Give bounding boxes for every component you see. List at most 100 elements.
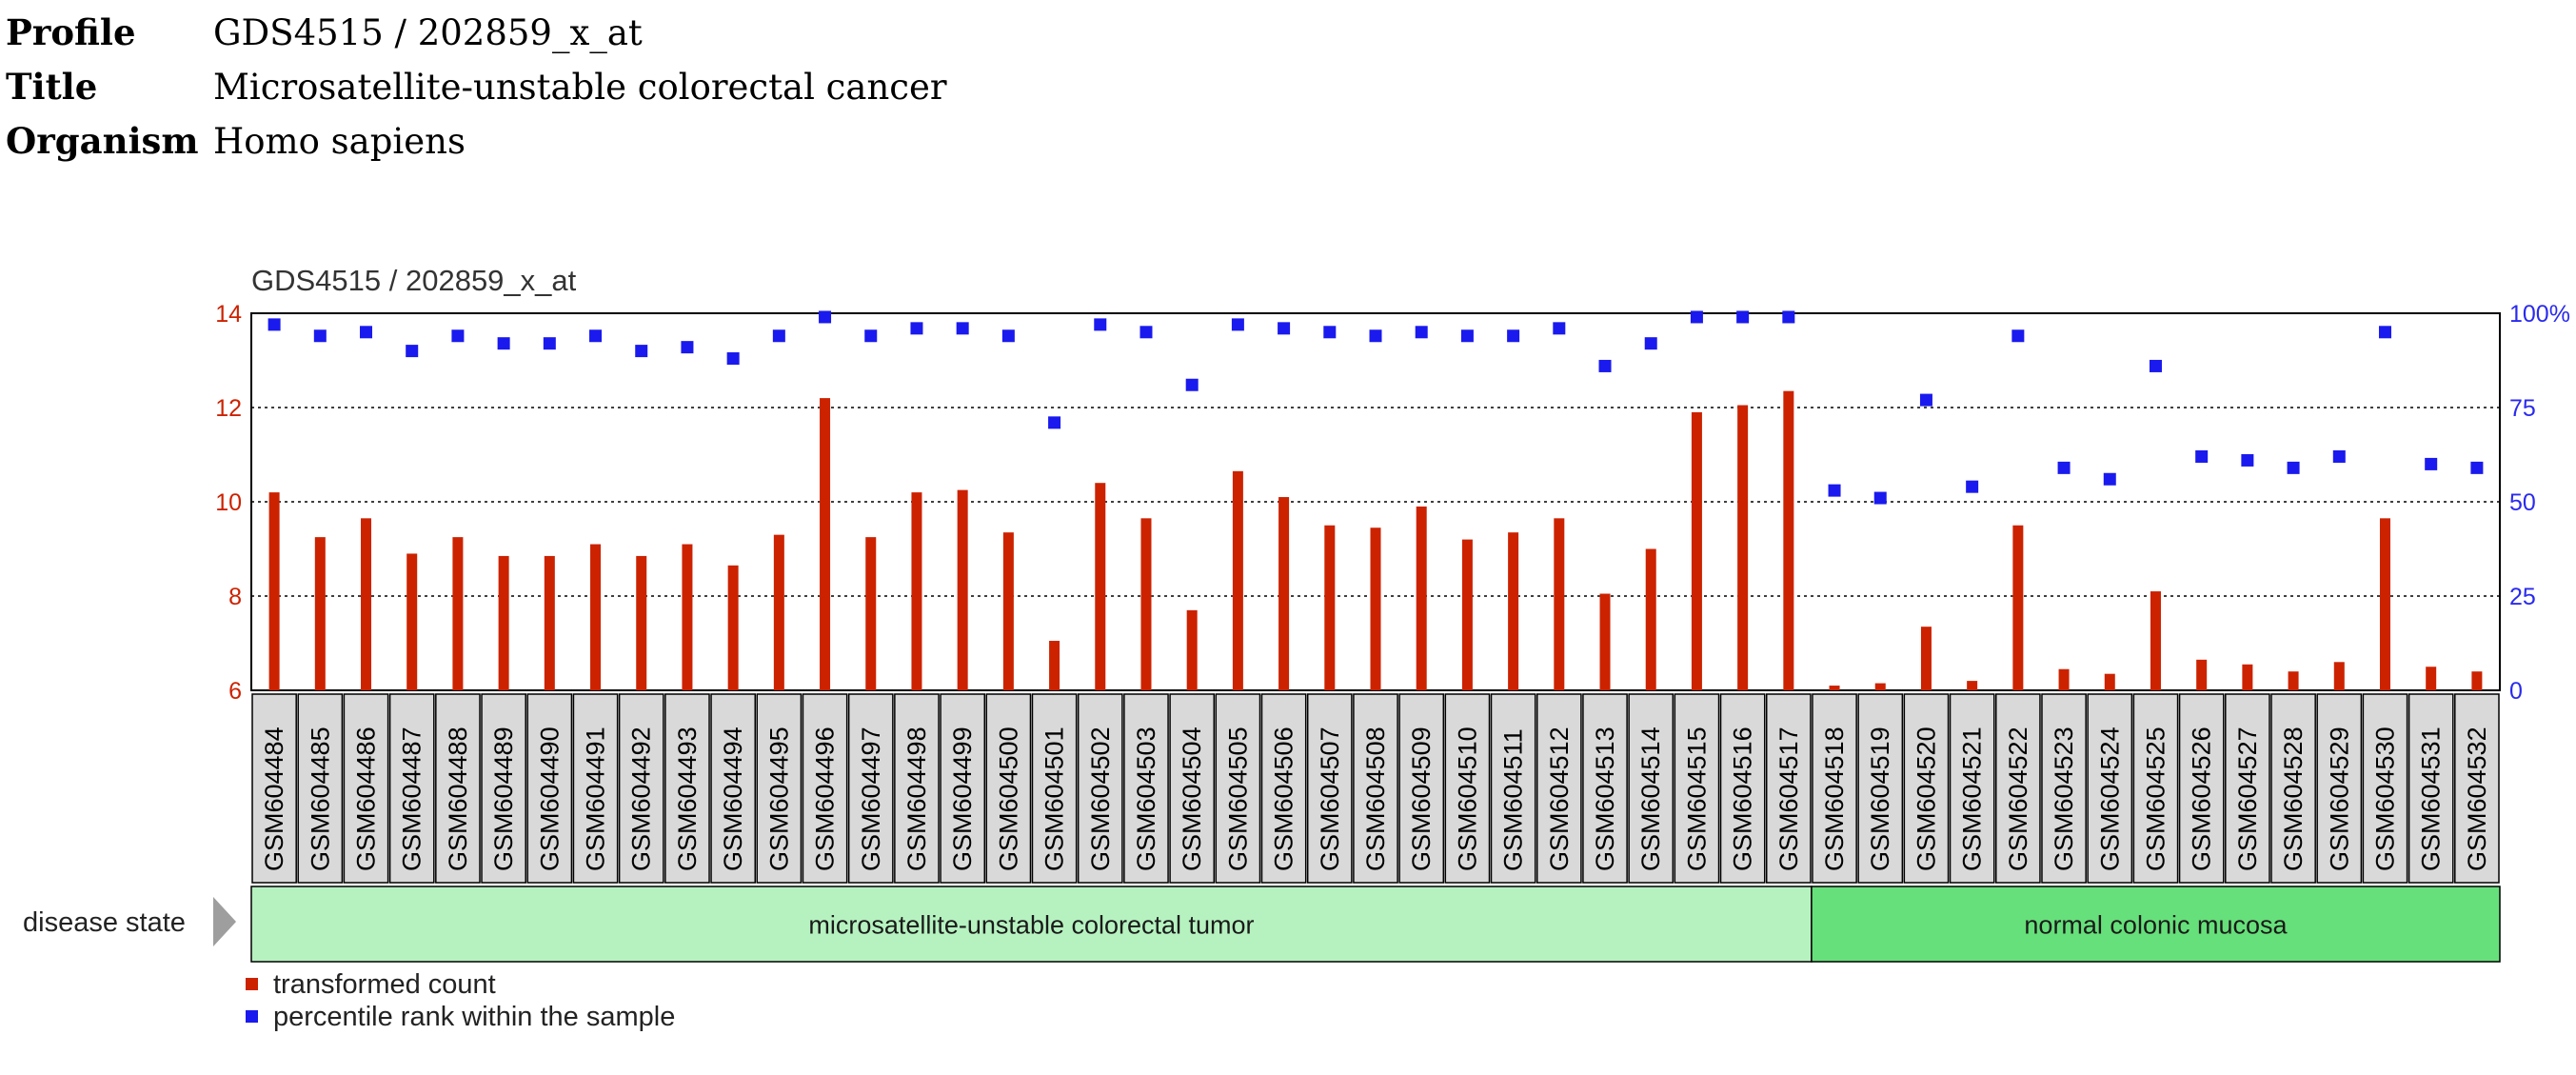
sample-box-GSM604496 bbox=[802, 693, 848, 884]
sample-label-GSM604507: GSM604507 bbox=[1316, 727, 1344, 871]
sample-box-GSM604530 bbox=[2362, 693, 2408, 884]
sample-label-GSM604529: GSM604529 bbox=[2325, 727, 2353, 871]
bar-GSM604496 bbox=[820, 398, 831, 690]
title-label: Title bbox=[6, 66, 98, 108]
sample-label-GSM604521: GSM604521 bbox=[1958, 727, 1987, 871]
sample-box-GSM604487 bbox=[388, 693, 435, 884]
sample-label-GSM604487: GSM604487 bbox=[398, 727, 426, 871]
rank-point-GSM604517 bbox=[1782, 310, 1795, 324]
rank-point-GSM604522 bbox=[2011, 329, 2025, 343]
sample-label-GSM604527: GSM604527 bbox=[2233, 727, 2262, 871]
rank-point-GSM604512 bbox=[1553, 322, 1566, 335]
bar-GSM604487 bbox=[406, 553, 418, 690]
sample-box-GSM604494 bbox=[710, 693, 756, 884]
bar-GSM604517 bbox=[1783, 390, 1794, 690]
sample-box-GSM604518 bbox=[1812, 693, 1857, 884]
bar-GSM604510 bbox=[1461, 539, 1473, 690]
sample-box-GSM604523 bbox=[2041, 693, 2087, 884]
sample-box-GSM604527 bbox=[2225, 693, 2270, 884]
sample-box-GSM604491 bbox=[572, 693, 619, 884]
sample-box-GSM604532 bbox=[2454, 693, 2500, 884]
sample-box-GSM604498 bbox=[894, 693, 940, 884]
sample-box-GSM604509 bbox=[1398, 693, 1445, 884]
sample-box-GSM604500 bbox=[985, 693, 1032, 884]
rank-point-GSM604489 bbox=[497, 337, 510, 350]
sample-box-GSM604485 bbox=[297, 693, 344, 884]
bar-GSM604507 bbox=[1324, 525, 1336, 690]
bar-GSM604519 bbox=[1874, 683, 1886, 690]
right-tick-label: 75 bbox=[2509, 395, 2536, 422]
sample-label-GSM604503: GSM604503 bbox=[1132, 727, 1160, 871]
rank-point-GSM604516 bbox=[1736, 310, 1750, 324]
bar-GSM604497 bbox=[865, 537, 877, 690]
bar-GSM604518 bbox=[1829, 686, 1840, 690]
rank-point-GSM604521 bbox=[1966, 480, 1979, 493]
sample-box-GSM604493 bbox=[664, 693, 710, 884]
sample-label-GSM604499: GSM604499 bbox=[948, 727, 977, 871]
sample-label-GSM604526: GSM604526 bbox=[2188, 727, 2216, 871]
rank-point-GSM604507 bbox=[1323, 326, 1337, 339]
bar-GSM604498 bbox=[911, 492, 922, 690]
bar-GSM604514 bbox=[1645, 548, 1656, 690]
left-tick-label: 14 bbox=[215, 301, 242, 328]
rank-point-GSM604499 bbox=[956, 322, 969, 335]
bar-GSM604530 bbox=[2379, 518, 2390, 690]
sample-box-GSM604511 bbox=[1490, 693, 1536, 884]
chart-title: GDS4515 / 202859_x_at bbox=[251, 264, 577, 297]
sample-label-GSM604518: GSM604518 bbox=[1820, 727, 1849, 871]
profile-row: Profile GDS4515 / 202859_x_at bbox=[6, 6, 947, 60]
organism-value: Homo sapiens bbox=[213, 121, 466, 162]
rank-point-GSM604532 bbox=[2470, 461, 2484, 474]
sample-box-GSM604526 bbox=[2178, 693, 2225, 884]
organism-row: Organism Homo sapiens bbox=[6, 114, 947, 169]
sample-label-GSM604485: GSM604485 bbox=[306, 727, 334, 871]
sample-label-GSM604492: GSM604492 bbox=[627, 727, 656, 871]
sample-box-GSM604504 bbox=[1169, 693, 1216, 884]
sample-box-GSM604505 bbox=[1215, 693, 1261, 884]
bar-GSM604527 bbox=[2242, 664, 2253, 690]
sample-label-GSM604530: GSM604530 bbox=[2370, 727, 2399, 871]
rank-point-GSM604502 bbox=[1094, 318, 1107, 331]
bar-GSM604489 bbox=[498, 555, 509, 690]
rank-point-GSM604506 bbox=[1278, 322, 1291, 335]
title-value: Microsatellite-unstable colorectal cance… bbox=[213, 67, 947, 108]
bar-GSM604532 bbox=[2471, 671, 2483, 690]
bar-GSM604504 bbox=[1186, 609, 1198, 690]
right-tick-label: 100% bbox=[2509, 301, 2570, 328]
sample-label-GSM604500: GSM604500 bbox=[994, 727, 1022, 871]
bar-GSM604499 bbox=[957, 489, 968, 690]
title-row: Title Microsatellite-unstable colorectal… bbox=[6, 60, 947, 114]
sample-label-GSM604531: GSM604531 bbox=[2417, 727, 2446, 871]
sample-label-GSM604525: GSM604525 bbox=[2141, 727, 2170, 871]
bar-GSM604526 bbox=[2196, 659, 2208, 690]
sample-box-GSM604519 bbox=[1857, 693, 1904, 884]
sample-label-GSM604515: GSM604515 bbox=[1682, 727, 1711, 871]
sample-label-GSM604493: GSM604493 bbox=[673, 727, 702, 871]
rank-point-GSM604529 bbox=[2332, 449, 2346, 463]
rank-point-GSM604511 bbox=[1507, 329, 1520, 343]
rank-point-GSM604531 bbox=[2425, 457, 2438, 470]
left-tick-label: 6 bbox=[228, 678, 242, 705]
sample-label-GSM604497: GSM604497 bbox=[857, 727, 885, 871]
bar-GSM604513 bbox=[1599, 593, 1611, 690]
sample-box-GSM604484 bbox=[251, 693, 297, 884]
bar-GSM604503 bbox=[1140, 518, 1152, 690]
sample-box-GSM604497 bbox=[847, 693, 894, 884]
sample-box-GSM604512 bbox=[1536, 693, 1582, 884]
sample-box-GSM604513 bbox=[1582, 693, 1628, 884]
rank-point-GSM604485 bbox=[313, 329, 327, 343]
sample-box-GSM604490 bbox=[526, 693, 573, 884]
sample-box-GSM604507 bbox=[1306, 693, 1353, 884]
sample-box-GSM604488 bbox=[435, 693, 481, 884]
sample-label-GSM604511: GSM604511 bbox=[1499, 728, 1528, 871]
sample-label-GSM604532: GSM604532 bbox=[2463, 727, 2491, 871]
legend-label-count: transformed count bbox=[273, 969, 496, 1000]
rank-point-GSM604496 bbox=[819, 310, 832, 324]
factor-arrow-icon bbox=[213, 897, 236, 946]
sample-label-GSM604528: GSM604528 bbox=[2279, 727, 2308, 871]
sample-box-GSM604514 bbox=[1628, 693, 1674, 884]
legend-swatch-count bbox=[246, 978, 258, 990]
factor-label: disease state bbox=[23, 907, 186, 938]
rank-point-GSM604492 bbox=[635, 345, 648, 358]
